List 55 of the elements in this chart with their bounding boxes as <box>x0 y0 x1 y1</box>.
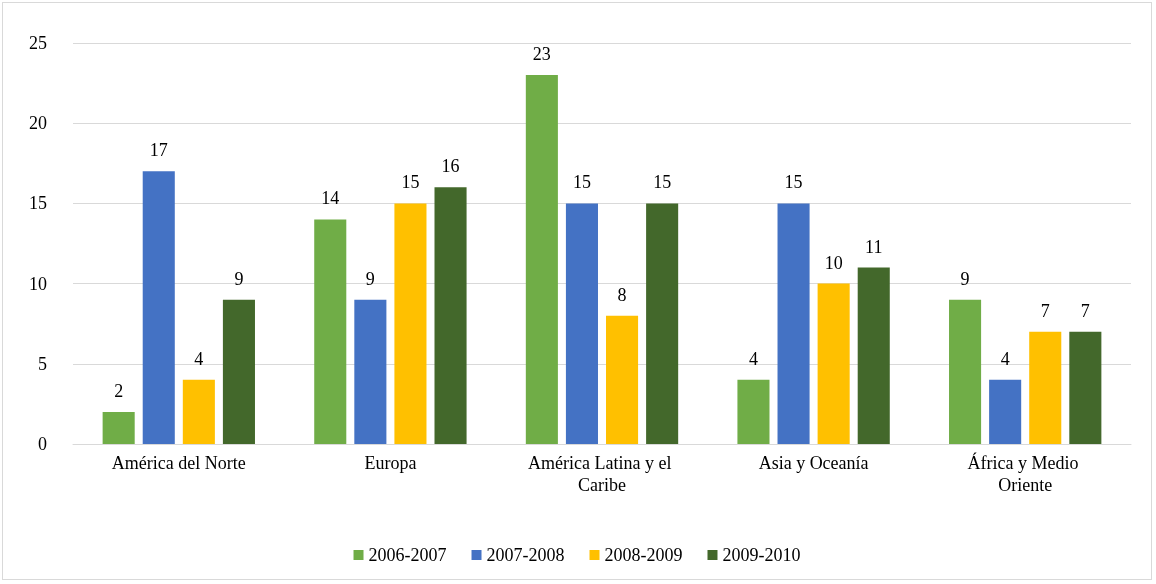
data-label: 16 <box>441 156 460 177</box>
bar <box>314 219 347 444</box>
y-tick-label: 10 <box>29 273 47 294</box>
data-label: 9 <box>234 268 244 289</box>
data-label: 11 <box>865 236 883 257</box>
bar <box>222 299 255 444</box>
bar <box>606 315 639 444</box>
x-tick-label: Europa <box>364 453 417 473</box>
x-tick-label: América del Norte <box>111 453 246 473</box>
data-label: 7 <box>1040 300 1050 321</box>
data-label: 15 <box>653 172 672 193</box>
legend-label: 2009-2010 <box>722 545 801 565</box>
bar <box>737 379 770 444</box>
bar <box>777 203 810 444</box>
data-label: 7 <box>1080 300 1090 321</box>
bar <box>525 75 558 444</box>
x-tick-label: África y Medio Oriente <box>967 452 1083 495</box>
data-label: 15 <box>784 172 803 193</box>
data-label: 15 <box>572 172 591 193</box>
data-label: 23 <box>532 44 551 65</box>
data-label: 2 <box>114 380 124 401</box>
bar <box>1069 331 1102 444</box>
data-label: 4 <box>748 348 758 369</box>
bar <box>949 299 982 444</box>
y-tick-label: 20 <box>29 113 47 134</box>
legend-label: 2008-2009 <box>604 545 683 565</box>
bar <box>1029 331 1062 444</box>
y-tick-label: 5 <box>38 353 47 374</box>
x-tick-label: América Latina y el Caribe <box>528 453 676 495</box>
y-tick-label: 25 <box>29 33 47 53</box>
data-label: 17 <box>149 140 168 161</box>
bar <box>989 379 1022 444</box>
data-label: 9 <box>960 268 970 289</box>
data-label: 10 <box>824 252 843 273</box>
bar <box>142 171 175 444</box>
legend-label: 2006-2007 <box>368 545 447 565</box>
bar <box>565 203 598 444</box>
data-label: 15 <box>401 172 420 193</box>
data-label: 4 <box>194 348 204 369</box>
bar <box>354 299 387 444</box>
x-tick-label: Asia y Oceanía <box>758 453 869 473</box>
y-tick-label: 15 <box>29 193 47 214</box>
bar <box>817 283 850 444</box>
bar <box>102 411 135 444</box>
y-tick-label: 0 <box>38 434 47 454</box>
bar <box>646 203 679 444</box>
bar <box>857 267 890 444</box>
bar <box>182 379 215 444</box>
bar <box>394 203 427 444</box>
legend-label: 2007-2008 <box>486 545 565 565</box>
data-label: 4 <box>1000 348 1010 369</box>
data-label: 8 <box>617 284 627 305</box>
bar <box>434 187 467 444</box>
data-label: 9 <box>365 268 375 289</box>
data-label: 14 <box>321 188 340 209</box>
